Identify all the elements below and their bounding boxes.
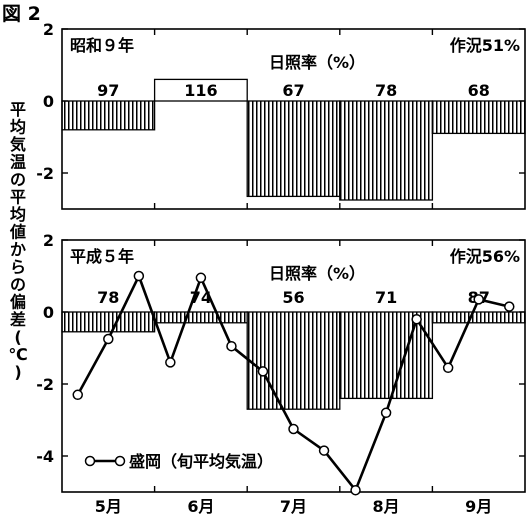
bar [246,311,341,410]
ylabel-char: か [10,240,26,259]
data-point [288,423,299,435]
ylabel-char: ( [14,328,21,347]
data-point [473,294,484,305]
bar [431,311,526,324]
bar [431,100,526,135]
data-point [165,357,176,368]
ylabel-char: ) [14,363,21,382]
legend-marker [84,455,96,467]
y-tick-label: 2 [43,20,54,39]
x-tick-label: 7月 [280,497,307,516]
y-tick-label: 0 [43,92,54,111]
data-point [226,340,237,352]
data-point [380,407,392,419]
sunshine-label: 78 [375,81,397,100]
sunshine-label: 68 [468,81,490,100]
data-point [411,313,422,325]
y-tick-label: -2 [36,164,54,183]
panel-label: 平成５年 [70,247,134,266]
ylabel-char: の [10,170,26,189]
panel-subtitle: 日照率（%） [269,264,365,283]
ylabel-char: 差 [10,310,26,329]
legend-label: 盛岡（旬平均気温） [129,452,273,471]
x-tick-label: 8月 [373,497,400,516]
data-point [442,362,454,374]
data-point [195,272,207,284]
sunshine-label: 116 [184,81,217,100]
data-point [72,389,83,401]
ylabel-char: 均 [10,205,26,224]
ylabel-char: の [10,275,26,294]
sunshine-label: 78 [97,288,119,307]
ylabel-char: 値 [9,223,26,242]
yield-label: 作況56% [450,247,520,266]
data-point [350,484,361,496]
legend-marker [114,455,126,467]
bar [339,100,434,201]
sunshine-label: 56 [282,288,304,307]
sunshine-label: 71 [375,288,397,307]
panel-subtitle: 日照率（%） [269,53,365,72]
data-point [504,301,515,312]
data-point [133,270,145,282]
data-point [257,366,269,377]
sunshine-label: 97 [97,81,119,100]
sunshine-label: 67 [282,81,304,100]
bar [61,311,156,333]
y-tick-label: 2 [43,231,54,250]
plot-frame [61,239,526,493]
y-tick-label: -4 [36,447,54,466]
bar [153,78,248,102]
x-tick-label: 5月 [95,497,122,516]
ylabel-char: 温 [9,153,26,172]
ylabel-char: 偏 [10,293,26,312]
y-tick-label: 0 [43,303,54,322]
panel-bottom: 787456718720-2-4平成５年作況56%日照率（%）盛岡（旬平均気温）… [36,231,526,516]
ylabel-char: 平 [10,100,26,119]
bar [61,100,156,131]
data-point [103,333,114,345]
plot-frame [61,28,526,210]
x-tick-label: 9月 [465,497,492,516]
data-point [318,445,330,456]
yield-label: 作況51% [450,36,520,55]
bar [246,100,341,198]
ylabel-char: 均 [10,118,26,137]
ylabel-char: ℃ [8,345,27,364]
ylabel-char: ら [10,258,26,277]
ylabel-char: 平 [10,188,26,207]
panel-top: 97 116 67 78 68 2 0 -2 昭和９年 作況51% 日照率（%） [36,20,526,210]
x-tick-label: 6月 [187,497,214,516]
y-tick-label: -2 [36,375,54,394]
bar [153,311,248,324]
panel-label: 昭和９年 [70,36,134,55]
bar [339,311,434,400]
ylabel-char: 気 [10,135,26,154]
figure-label: 図 2 [2,3,41,25]
